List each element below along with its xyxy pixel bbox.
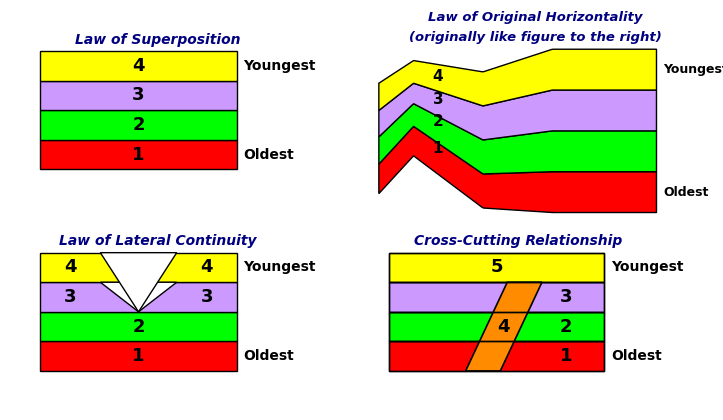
Text: 4: 4: [432, 69, 443, 84]
Polygon shape: [379, 49, 656, 110]
Bar: [389, 282, 604, 312]
Bar: [40, 253, 237, 282]
Text: 3: 3: [201, 288, 213, 306]
Text: 4: 4: [201, 258, 213, 276]
Text: 3: 3: [432, 92, 443, 107]
Bar: [389, 253, 604, 282]
Text: Youngest: Youngest: [244, 260, 316, 274]
Text: 4: 4: [64, 258, 77, 276]
Text: Oldest: Oldest: [664, 186, 709, 199]
Text: 2: 2: [560, 318, 572, 336]
Text: 1: 1: [132, 146, 145, 163]
Bar: [40, 140, 237, 169]
Polygon shape: [379, 104, 656, 174]
Bar: [40, 51, 237, 81]
Bar: [40, 312, 237, 341]
Text: 4: 4: [132, 57, 145, 75]
Polygon shape: [466, 282, 542, 371]
Bar: [389, 312, 604, 341]
Text: Youngest: Youngest: [244, 59, 316, 73]
Bar: [389, 341, 604, 371]
Text: 2: 2: [432, 115, 443, 129]
Bar: [40, 81, 237, 110]
Polygon shape: [100, 282, 176, 312]
Polygon shape: [379, 83, 656, 140]
Text: 5: 5: [491, 258, 503, 276]
Text: Law of Original Horizontality: Law of Original Horizontality: [428, 10, 642, 24]
Text: Cross-Cutting Relationship: Cross-Cutting Relationship: [414, 234, 622, 248]
Polygon shape: [100, 253, 176, 312]
Text: 4: 4: [497, 318, 510, 336]
Bar: [389, 341, 604, 371]
Text: 2: 2: [132, 318, 145, 336]
Text: 1: 1: [132, 347, 145, 365]
Text: Oldest: Oldest: [612, 349, 662, 363]
Polygon shape: [379, 126, 656, 213]
Text: Law of Superposition: Law of Superposition: [75, 33, 240, 47]
Text: 3: 3: [64, 288, 77, 306]
Text: 1: 1: [560, 347, 572, 365]
Text: 3: 3: [132, 87, 145, 105]
Bar: [389, 253, 604, 282]
Bar: [40, 282, 237, 312]
Text: Oldest: Oldest: [244, 349, 294, 363]
Text: Oldest: Oldest: [244, 147, 294, 162]
Text: (originally like figure to the right): (originally like figure to the right): [408, 31, 662, 44]
Text: 1: 1: [432, 141, 443, 156]
Bar: [389, 312, 604, 341]
Bar: [389, 282, 604, 312]
Text: Law of Lateral Continuity: Law of Lateral Continuity: [59, 234, 257, 248]
Text: 2: 2: [132, 116, 145, 134]
Text: 3: 3: [560, 288, 572, 306]
Bar: [40, 341, 237, 371]
Bar: [40, 110, 237, 140]
Text: Youngest: Youngest: [612, 260, 684, 274]
Text: Youngest: Youngest: [664, 63, 723, 76]
